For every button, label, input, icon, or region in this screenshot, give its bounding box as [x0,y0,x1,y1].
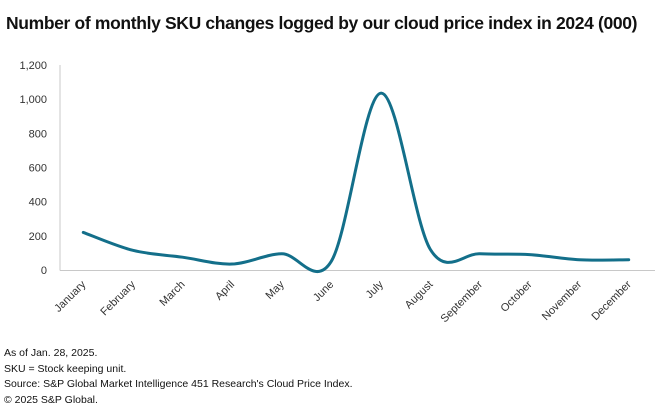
chart-title: Number of monthly SKU changes logged by … [6,13,638,33]
footnotes: As of Jan. 28, 2025. SKU = Stock keeping… [4,346,353,408]
footnote-source: Source: S&P Global Market Intelligence 4… [4,378,353,390]
footnote-definition: SKU = Stock keeping unit. [4,362,127,375]
footnote-copyright: © 2025 S&P Global. [4,393,98,406]
footnote-date: As of Jan. 28, 2025. [4,347,98,359]
x-tick-label: January [52,278,89,315]
x-tick-label: November [540,278,585,323]
series-line-sku-changes [81,91,631,274]
x-tick-label: August [403,279,436,312]
y-tick-label: 1,200 [19,60,47,72]
x-tick-label: September [439,278,486,325]
y-tick-label: 600 [29,163,47,175]
x-tick-label: June [311,279,336,304]
y-tick-label: 200 [29,231,47,243]
y-tick-label: 1,000 [19,94,47,106]
x-tick-label: December [589,278,634,323]
x-tick-label: October [499,278,535,314]
data-points [82,92,630,266]
y-tick-label: 400 [29,197,47,209]
x-tick-label: April [213,279,237,303]
x-tick-labels: January February March April May June July Augu… [52,278,634,325]
y-tick-labels: 0 200 400 600 800 1,000 1,200 [19,60,47,277]
y-tick-label: 0 [41,265,47,277]
x-tick-label: February [98,278,138,318]
x-tick-label: May [264,278,288,302]
x-tick-label: March [157,279,187,309]
x-tick-label: July [364,278,387,301]
y-tick-label: 800 [29,128,47,140]
